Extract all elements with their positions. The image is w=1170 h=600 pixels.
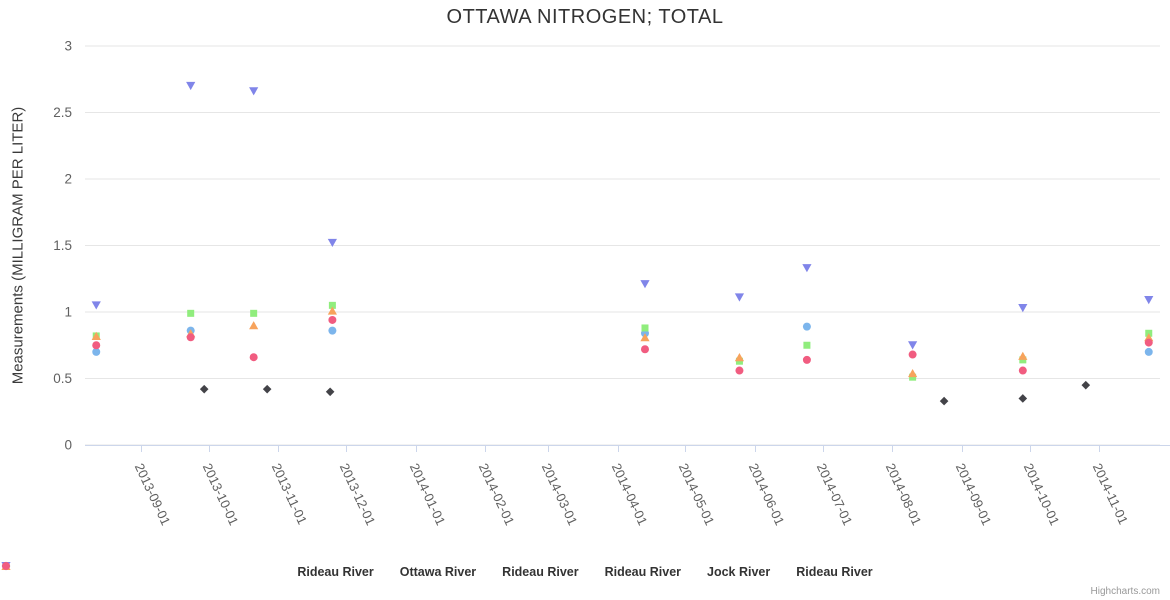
x-axis-label: 2014-05-01	[676, 461, 718, 528]
data-point-marker[interactable]	[641, 324, 649, 332]
data-point-marker[interactable]	[92, 347, 101, 356]
legend: Rideau River Ottawa River Rideau River Ride…	[0, 560, 1170, 584]
x-axis-label: 2014-06-01	[746, 461, 788, 528]
data-point-marker[interactable]	[325, 387, 335, 397]
x-axis-label: 2014-04-01	[609, 461, 651, 528]
data-point-marker[interactable]	[327, 238, 337, 248]
y-axis-label: 3	[64, 39, 72, 54]
x-axis-label: 2014-08-01	[883, 461, 925, 528]
data-point-marker[interactable]	[328, 326, 337, 335]
legend-item-1[interactable]: Ottawa River	[1, 561, 477, 579]
x-axis-label: 2014-01-01	[407, 461, 449, 528]
x-axis-label: 2013-12-01	[337, 461, 379, 528]
x-axis-label: 2013-10-01	[200, 461, 242, 528]
series-3-rideau-river	[91, 306, 1154, 378]
data-point-marker[interactable]	[640, 280, 650, 289]
y-axis-label: 2	[64, 172, 72, 187]
data-point-marker[interactable]	[186, 333, 195, 342]
legend-item-4[interactable]: Jock River	[1, 562, 771, 579]
series-4-jock-river	[91, 81, 1154, 350]
data-point-marker[interactable]	[734, 353, 745, 362]
data-point-marker[interactable]	[250, 309, 258, 317]
data-point-marker[interactable]	[802, 264, 812, 273]
y-axis-label: 0	[64, 438, 72, 453]
data-point-marker[interactable]	[734, 293, 745, 302]
data-point-marker[interactable]	[2, 562, 10, 570]
data-point-marker[interactable]	[1081, 380, 1091, 390]
legend-label: Ottawa River	[399, 565, 477, 579]
legend-label: Rideau River	[604, 565, 682, 579]
legend-label: Rideau River	[502, 565, 579, 579]
data-point-marker[interactable]	[1144, 338, 1153, 347]
series-1-ottawa-river	[199, 380, 1091, 406]
data-point-marker[interactable]	[92, 341, 101, 350]
x-axis-label: 2014-02-01	[476, 461, 518, 528]
legend-item-5[interactable]: Rideau River	[2, 562, 873, 579]
data-point-marker[interactable]	[186, 81, 196, 91]
data-point-marker[interactable]	[328, 301, 336, 309]
data-point-marker[interactable]	[262, 384, 272, 394]
data-point-marker[interactable]	[1144, 296, 1154, 305]
data-point-marker[interactable]	[908, 368, 918, 378]
data-point-marker[interactable]	[328, 315, 337, 324]
data-point-marker[interactable]	[199, 384, 209, 394]
data-point-marker[interactable]	[327, 306, 337, 315]
data-point-marker[interactable]	[640, 345, 649, 354]
data-point-marker[interactable]	[1018, 304, 1028, 313]
data-point-marker[interactable]	[939, 396, 949, 406]
circle-icon	[2, 562, 10, 570]
data-point-marker[interactable]	[1018, 351, 1028, 360]
data-point-marker[interactable]	[249, 353, 258, 362]
data-point-marker[interactable]	[1018, 366, 1027, 375]
data-point-marker[interactable]	[802, 355, 811, 364]
x-axis-label: 2013-09-01	[132, 461, 174, 528]
legend-item-3[interactable]: Rideau River	[1, 561, 682, 579]
data-point-marker[interactable]	[735, 366, 744, 375]
data-point-marker[interactable]	[803, 341, 811, 349]
chart-title: OTTAWA NITROGEN; TOTAL	[446, 6, 724, 28]
y-axis-label: 2.5	[53, 105, 72, 120]
data-point-marker[interactable]	[908, 350, 917, 359]
data-point-marker[interactable]	[249, 321, 259, 330]
y-axis-label: 1.5	[53, 238, 72, 253]
series-5-rideau-river	[92, 315, 1153, 375]
y-axis-label: 1	[64, 305, 72, 320]
highcharts-credit[interactable]: Highcharts.com	[1090, 586, 1160, 597]
data-point-marker[interactable]	[187, 309, 195, 317]
x-axis-label: 2014-07-01	[814, 461, 856, 528]
x-axis-label: 2013-11-01	[269, 461, 310, 527]
legend-item-2[interactable]: Rideau River	[2, 562, 579, 579]
data-point-marker[interactable]	[640, 333, 650, 342]
data-point-marker[interactable]	[249, 87, 259, 96]
legend-label: Rideau River	[796, 565, 873, 579]
series-2-rideau-river	[92, 301, 1153, 381]
legend-item-0[interactable]: Rideau River	[2, 562, 374, 579]
x-axis-label: 2014-09-01	[953, 461, 995, 528]
data-point-marker[interactable]	[1144, 333, 1154, 342]
y-axis-label: 0.5	[53, 371, 72, 386]
legend-label: Jock River	[707, 565, 771, 579]
data-point-marker[interactable]	[802, 322, 811, 331]
data-point-marker[interactable]	[908, 341, 918, 350]
data-point-marker[interactable]	[91, 331, 101, 340]
x-axis-label: 2014-03-01	[539, 461, 581, 528]
data-point-marker[interactable]	[1018, 394, 1028, 403]
data-point-marker[interactable]	[91, 301, 101, 310]
legend-label: Rideau River	[297, 565, 374, 579]
data-point-marker[interactable]	[1144, 347, 1153, 356]
x-axis-label: 2014-11-01	[1090, 461, 1131, 527]
x-axis-label: 2014-10-01	[1021, 461, 1063, 528]
